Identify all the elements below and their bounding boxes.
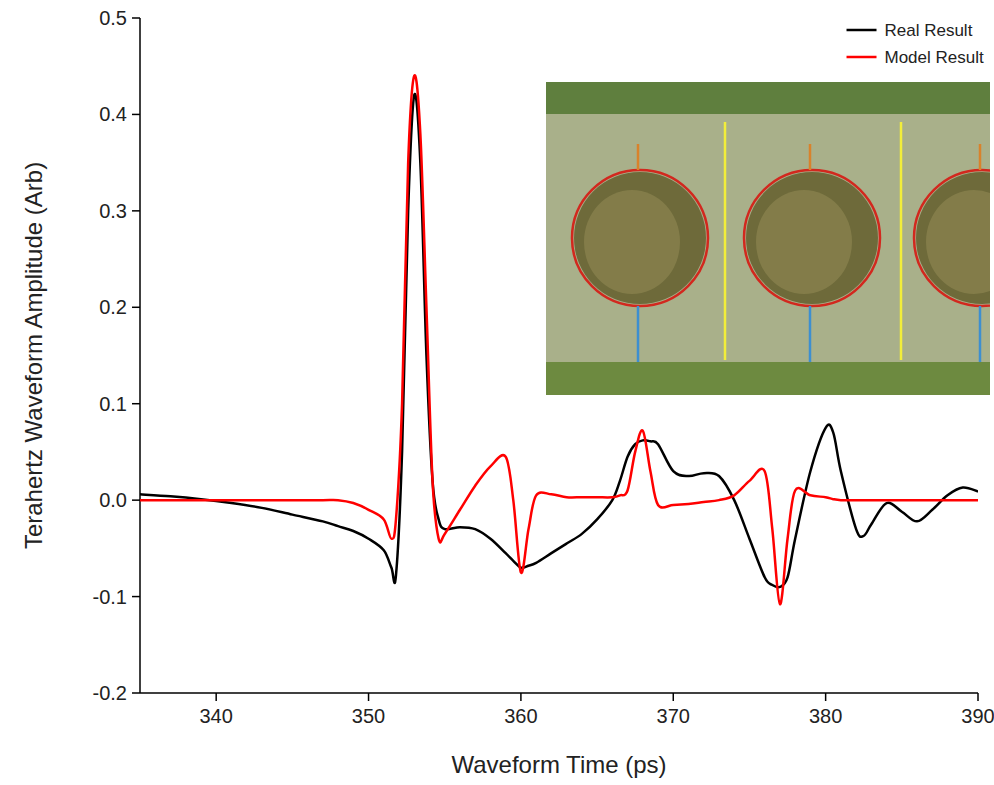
y-tick (132, 210, 140, 212)
legend-swatch (847, 56, 877, 59)
inset-orange-line (809, 144, 812, 170)
legend-label: Model Result (885, 48, 984, 67)
data-group (140, 75, 978, 604)
x-tick-label: 360 (504, 705, 537, 727)
y-tick-label: -0.1 (93, 586, 127, 608)
y-tick (132, 403, 140, 405)
y-tick (132, 307, 140, 309)
inset-circle (572, 170, 708, 306)
y-tick-label: 0.3 (99, 200, 127, 222)
y-tick (132, 692, 140, 694)
y-tick-label: 0.4 (99, 103, 127, 125)
inset-bottom-band (546, 362, 990, 395)
y-tick-label: 0.1 (99, 393, 127, 415)
series-line (140, 75, 978, 604)
x-tick (215, 693, 217, 701)
series-line (140, 94, 978, 587)
inset-hole (916, 172, 990, 304)
x-tick (673, 693, 675, 701)
y-tick-label: 0.5 (99, 7, 127, 29)
inset-top-band (546, 82, 990, 114)
inset-hole-texture (584, 190, 680, 294)
x-axis-title: Waveform Time (ps) (451, 751, 666, 778)
y-tick (132, 596, 140, 598)
inset-hole-texture (756, 190, 852, 294)
inset-blue-line (637, 306, 640, 362)
y-tick (132, 499, 140, 501)
y-tick-label: 0.2 (99, 296, 127, 318)
x-tick (520, 693, 522, 701)
inset-orange-line (979, 144, 982, 170)
x-tick-label: 340 (199, 705, 232, 727)
x-tick-label: 370 (657, 705, 690, 727)
inset-hole (574, 172, 706, 304)
y-axis-title: Terahertz Waveform Amplitude (Arb) (20, 162, 47, 549)
inset-hole (746, 172, 878, 304)
x-tick-label: 390 (961, 705, 994, 727)
inset-orange-line (637, 144, 640, 170)
legend-swatch (847, 29, 877, 32)
y-tick-label: 0.0 (99, 489, 127, 511)
inset-circle (914, 170, 990, 306)
y-tick (132, 17, 140, 19)
inset-hole-texture (926, 190, 990, 294)
inset-circle (744, 170, 880, 306)
y-tick (132, 114, 140, 116)
inset-shapes (572, 122, 990, 362)
x-tick-label: 380 (809, 705, 842, 727)
inset-yellow-line (900, 122, 903, 360)
inset-blue-line (979, 306, 982, 362)
x-tick (825, 693, 827, 701)
x-tick (368, 693, 370, 701)
inset-blue-line (809, 306, 812, 362)
chart: 340 350 360 370 380 390 -0.2 -0.1 0.0 0.1 0.2 0.3 0.… (0, 0, 994, 785)
x-tick (977, 693, 979, 701)
inset-image (546, 82, 994, 395)
x-axis-line (140, 692, 978, 694)
legend-label: Real Result (885, 21, 973, 40)
inset-yellow-line (724, 122, 727, 360)
legend: Real Result Model Result (847, 21, 984, 67)
y-axis-line (139, 18, 141, 693)
x-tick-label: 350 (352, 705, 385, 727)
y-tick-label: -0.2 (93, 682, 127, 704)
